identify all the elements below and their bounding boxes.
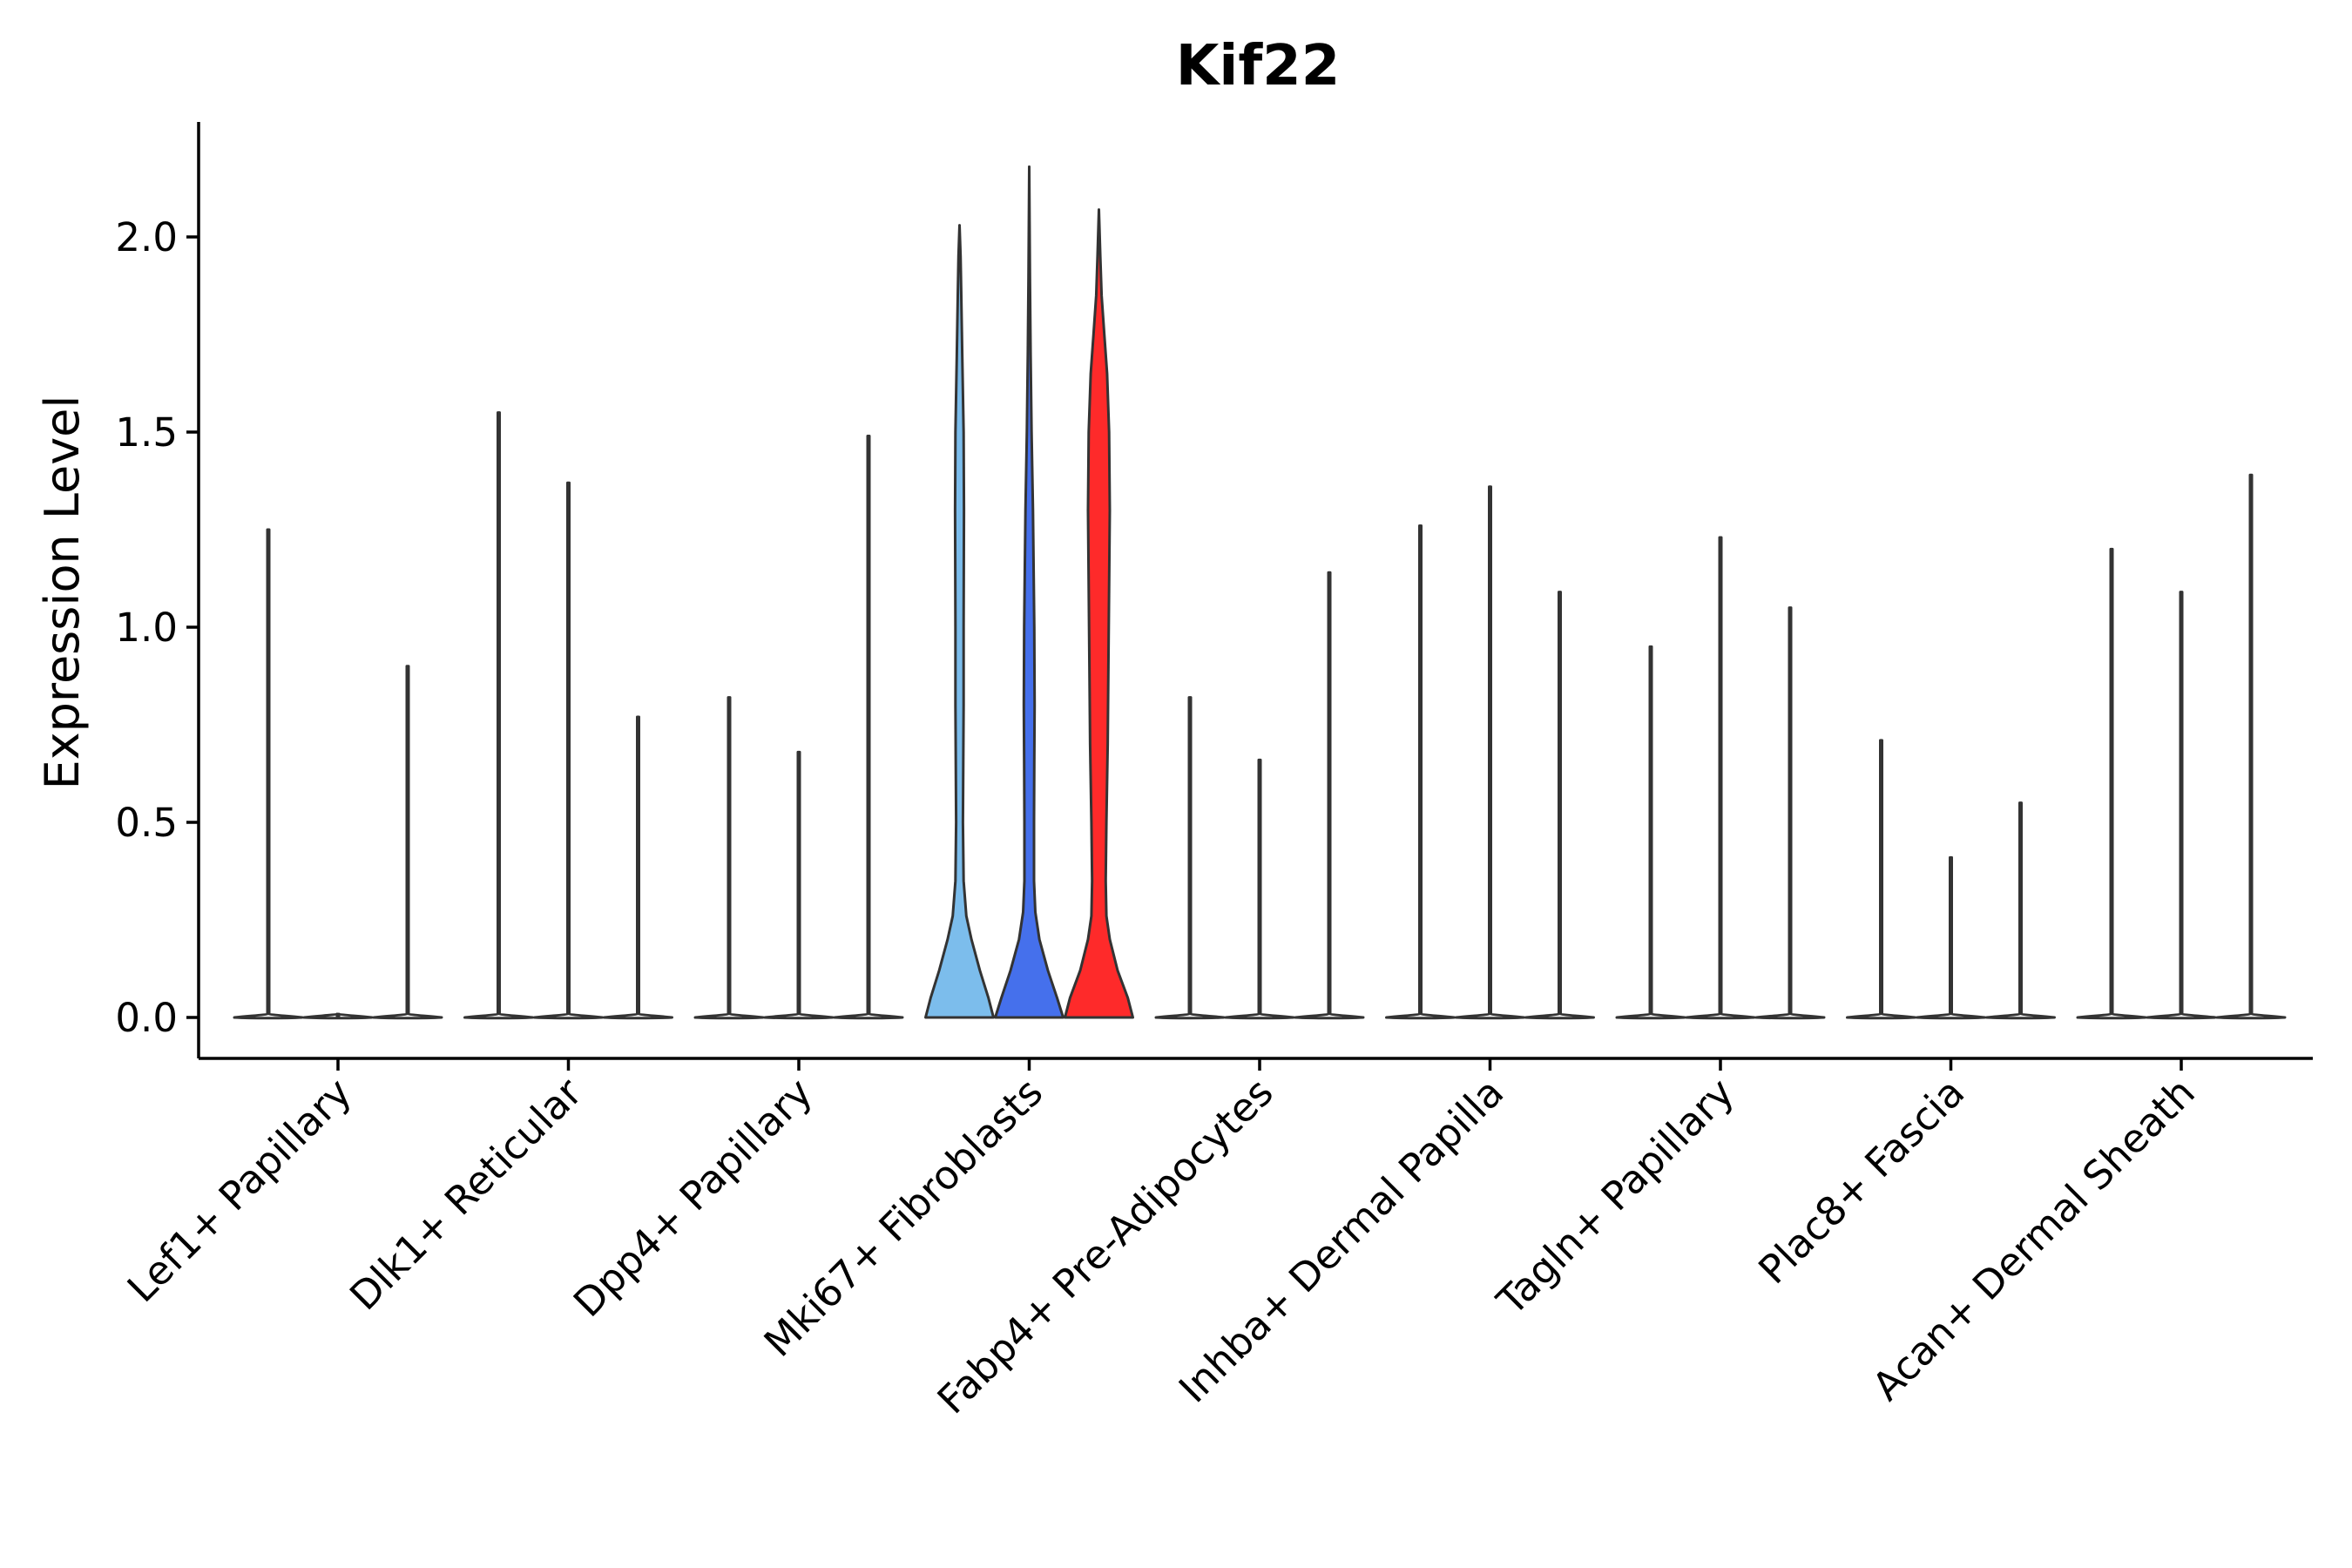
y-axis-label: Expression Level	[35, 395, 90, 790]
violin	[1154, 696, 1226, 1020]
y-tick-label: 0.0	[115, 995, 178, 1041]
y-ticks-layer: 0.0 0.5 1.0 1.5 2.0	[115, 214, 199, 1041]
violin	[2076, 547, 2147, 1020]
violin	[763, 750, 835, 1020]
violin	[1754, 606, 1826, 1020]
violin	[1064, 208, 1134, 1019]
violin	[1916, 855, 1986, 1020]
violin	[1985, 801, 2056, 1020]
y-tick-label: 1.0	[115, 605, 178, 651]
x-tick-label: Dlk1+ Reticular	[341, 1069, 591, 1319]
x-tick-label: Plac8+ Fascia	[1749, 1069, 1973, 1293]
x-tick-label: Dpp4+ Papillary	[564, 1069, 821, 1326]
violin	[1385, 524, 1456, 1020]
violin	[1615, 645, 1686, 1020]
violin	[372, 665, 443, 1020]
violin	[233, 528, 304, 1020]
axes-layer	[197, 122, 2313, 1060]
violin	[2146, 591, 2217, 1020]
y-tick-label: 0.5	[115, 800, 178, 846]
violin	[924, 224, 995, 1019]
y-tick-label: 2.0	[115, 214, 178, 260]
chart-title: Kif22	[1176, 34, 1340, 98]
violin	[1455, 485, 1525, 1020]
violin	[463, 411, 534, 1020]
violin	[1524, 591, 1595, 1020]
violin	[2215, 473, 2287, 1020]
violin	[302, 1012, 374, 1020]
violins-layer	[233, 165, 2287, 1020]
violin	[1224, 758, 1295, 1020]
violin	[1294, 571, 1365, 1020]
violin	[533, 481, 604, 1020]
violin	[603, 715, 673, 1020]
violin	[693, 696, 765, 1020]
x-tick-label: Lef1+ Papillary	[118, 1069, 361, 1311]
violin	[1846, 739, 1916, 1020]
x-tick-label: Tagln+ Papillary	[1488, 1069, 1743, 1324]
violin	[994, 165, 1064, 1019]
violin	[1685, 536, 1756, 1020]
y-tick-label: 1.5	[115, 409, 178, 456]
violin	[833, 434, 904, 1020]
